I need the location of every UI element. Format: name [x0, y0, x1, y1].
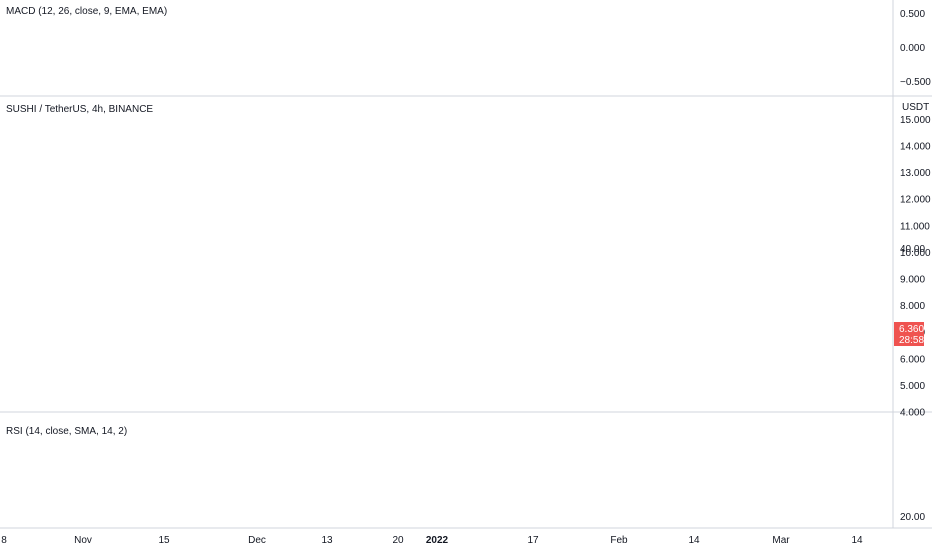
countdown: 28:58: [899, 335, 924, 346]
symbol-title[interactable]: SUSHI / TetherUS, 4h, BINANCE: [6, 104, 153, 115]
time-tick: 17: [527, 535, 539, 546]
time-tick: 14: [851, 535, 863, 546]
time-tick: 20: [392, 535, 404, 546]
price-tick: 11.000: [900, 221, 930, 232]
last-price-tag: 6.360 28:58: [894, 322, 924, 346]
price-tick: 8.000: [900, 301, 925, 312]
time-tick: Mar: [772, 535, 790, 546]
price-tick: 6.000: [900, 354, 925, 365]
time-tick: 2022: [426, 535, 449, 546]
text-overlay: MACD (12, 26, close, 9, EMA, EMA) SUSHI …: [6, 6, 929, 437]
time-tick: 15: [158, 535, 170, 546]
time-tick: Nov: [74, 535, 92, 546]
macd-tick: −0.500: [900, 77, 931, 88]
price-tick: 5.000: [900, 381, 925, 392]
time-tick: 13: [321, 535, 333, 546]
macd-tick: 0.000: [900, 43, 925, 54]
macd-tick: 0.500: [900, 9, 925, 20]
last-price-bg: [894, 322, 924, 346]
price-tick: 4.000: [900, 408, 925, 419]
time-tick: Feb: [610, 535, 628, 546]
rsi-tick: 40.00: [900, 244, 925, 255]
quote-currency: USDT: [902, 102, 929, 113]
time-tick: Dec: [248, 535, 266, 546]
rsi-title: RSI (14, close, SMA, 14, 2): [6, 426, 127, 437]
price-tick: 10.000: [900, 248, 931, 259]
price-tick: 9.000: [900, 275, 925, 286]
price-tick: 13.000: [900, 168, 931, 179]
time-tick: 8: [1, 535, 7, 546]
price-tick: 15.000: [900, 115, 931, 126]
time-tick: 14: [688, 535, 700, 546]
price-tick: 14.000: [900, 142, 931, 153]
macd-title: MACD (12, 26, close, 9, EMA, EMA): [6, 6, 167, 17]
last-price: 6.360: [899, 324, 924, 335]
rsi-tick: 20.00: [900, 512, 925, 523]
price-tick: 12.000: [900, 195, 931, 206]
